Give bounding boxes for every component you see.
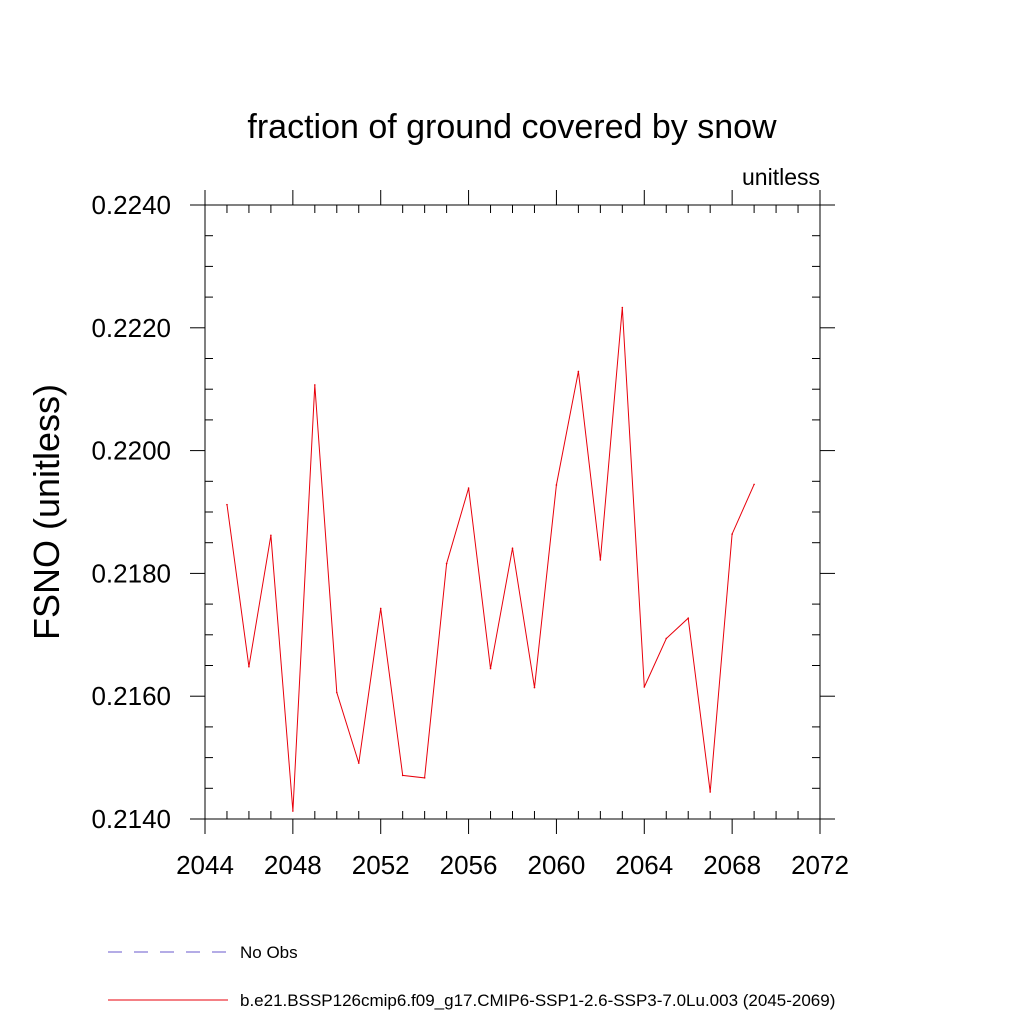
data-point <box>423 777 426 779</box>
y-tick-label: 0.2240 <box>91 190 171 220</box>
data-point <box>753 483 755 486</box>
x-tick-label: 2068 <box>703 850 761 880</box>
data-point <box>555 484 558 486</box>
y-tick-label: 0.2180 <box>91 558 171 588</box>
x-tick-label: 2060 <box>528 850 586 880</box>
data-point <box>270 534 272 537</box>
axis-ticks: 2044 2048 2052 2056 2060 2064 2068 2072 0.2140 0.… <box>91 190 849 880</box>
y-tick-label: 0.2220 <box>91 313 171 343</box>
y-tick-label: 0.2160 <box>91 681 171 711</box>
y-tick-label: 0.2200 <box>91 436 171 466</box>
plot-frame <box>204 204 821 820</box>
chart-title: fraction of ground covered by snow <box>247 108 777 146</box>
x-tick-label: 2052 <box>352 850 410 880</box>
data-point <box>731 533 733 535</box>
data-point <box>292 810 294 812</box>
x-tick-label: 2064 <box>615 850 673 880</box>
data-point <box>467 487 470 489</box>
data-point <box>687 617 690 620</box>
y-axis-label: FSNO (unitless) <box>26 384 67 640</box>
legend-label: b.e21.BSSP126cmip6.f09_g17.CMIP6-SSP1-2.… <box>240 991 835 1010</box>
data-point <box>248 665 250 668</box>
data-point <box>709 791 711 793</box>
x-tick-label: 2072 <box>791 850 849 880</box>
legend-label: No Obs <box>240 943 298 962</box>
data-point <box>621 306 624 309</box>
data-point <box>489 667 492 670</box>
units-label: unitless <box>742 164 820 190</box>
data-point <box>226 503 228 506</box>
series-line <box>226 307 755 812</box>
y-tick-label: 0.2140 <box>91 804 171 834</box>
data-point <box>357 762 360 764</box>
data-point <box>511 547 514 550</box>
data-point <box>577 370 580 373</box>
data-point <box>643 686 646 688</box>
data-point <box>335 691 338 694</box>
data-point <box>665 637 668 640</box>
x-tick-label: 2048 <box>264 850 322 880</box>
data-point <box>314 384 316 386</box>
data-point <box>379 607 382 610</box>
data-point <box>533 686 536 689</box>
data-point <box>445 562 448 565</box>
data-point <box>401 774 404 777</box>
legend: No Obs b.e21.BSSP126cmip6.f09_g17.CMIP6-S… <box>108 943 835 1010</box>
series-layer <box>226 306 755 812</box>
x-tick-label: 2056 <box>440 850 498 880</box>
x-tick-label: 2044 <box>176 850 234 880</box>
data-point <box>599 559 602 561</box>
